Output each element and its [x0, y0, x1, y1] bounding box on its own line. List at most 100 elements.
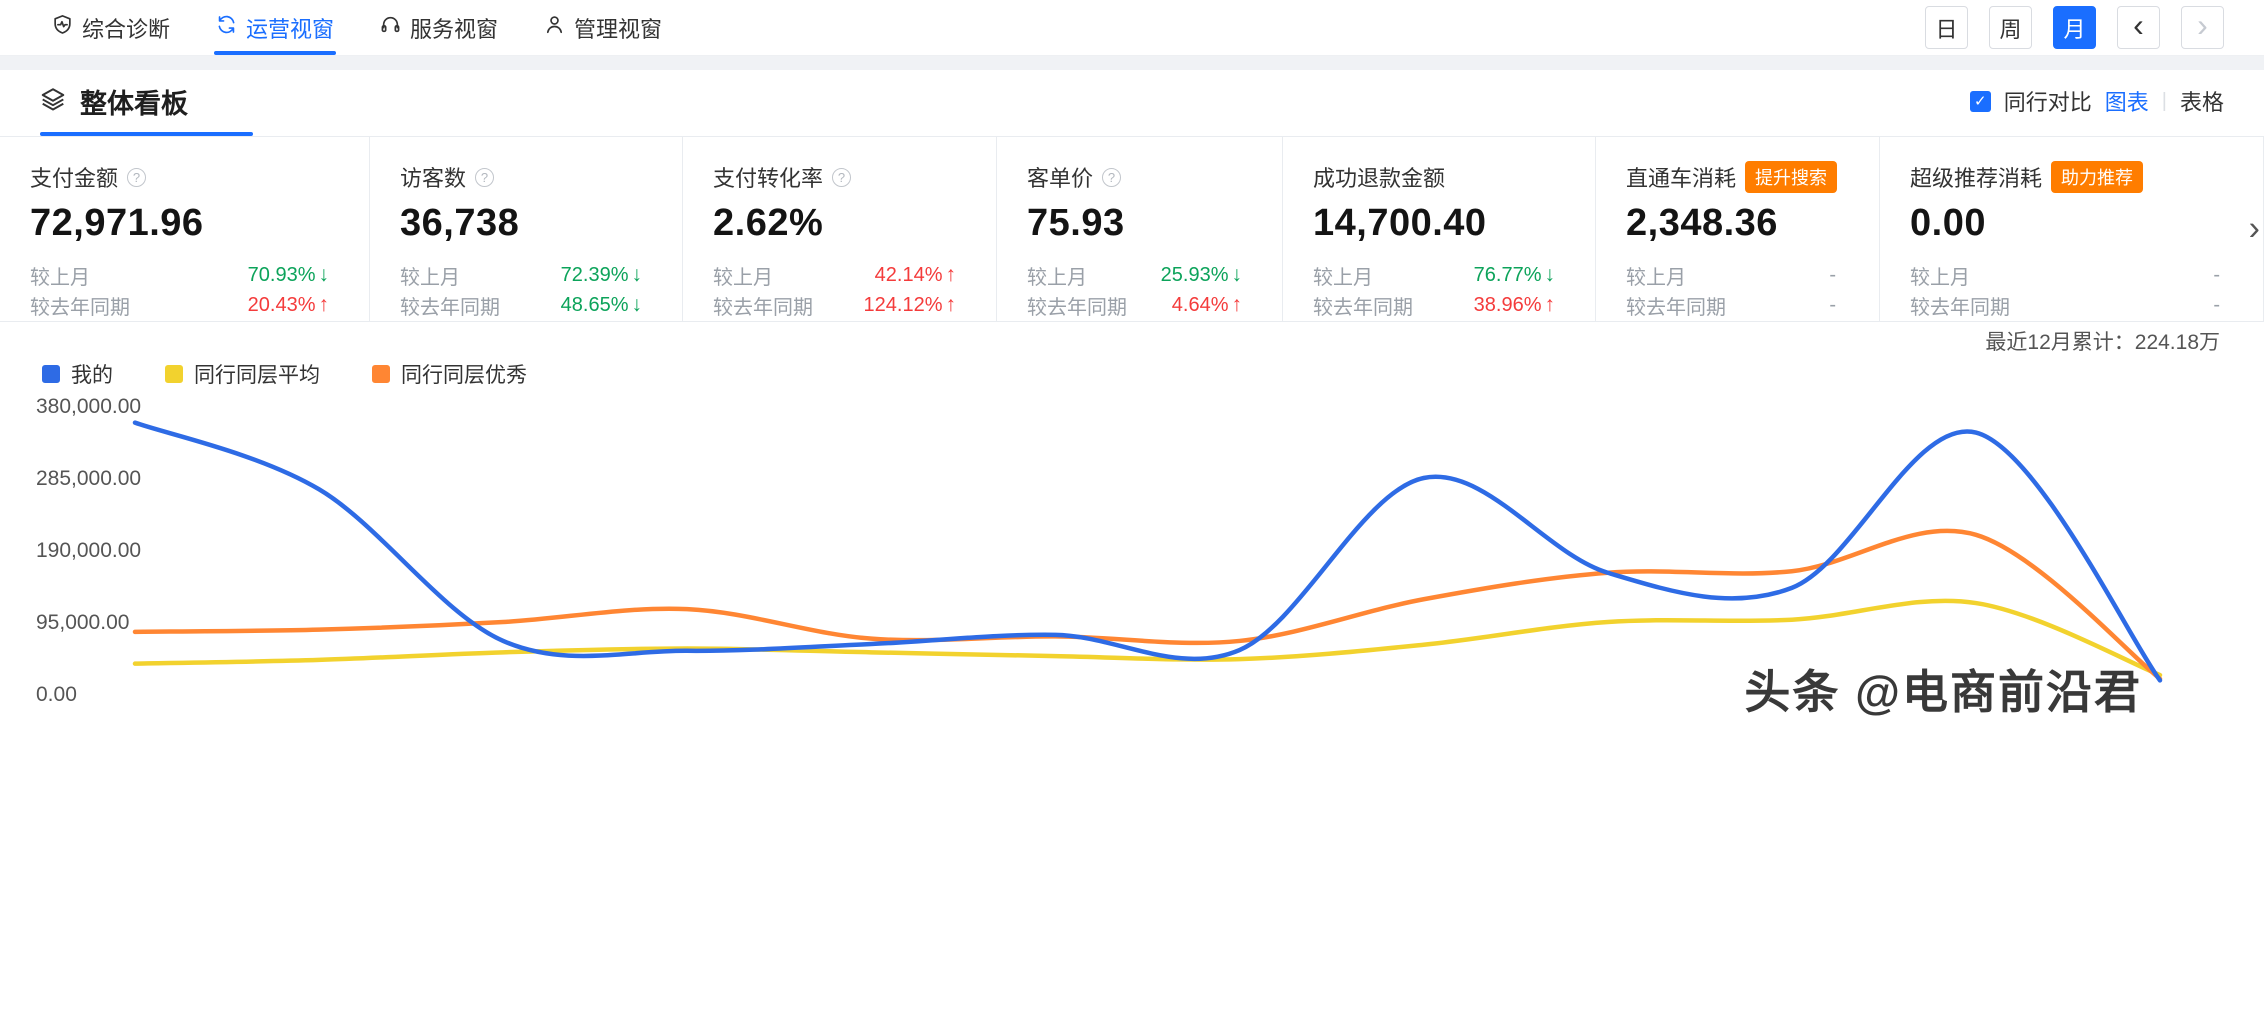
- yoy-value: 38.96% ↑: [1474, 293, 1555, 317]
- svg-text:190,000.00: 190,000.00: [36, 539, 141, 562]
- kpi-card-row: 支付金额 ? 72,971.96 较上月 70.93% ↓ 较去年同期 20.43…: [0, 136, 2264, 322]
- yoy-value: 4.64% ↑: [1172, 293, 1242, 317]
- kpi-title: 访客数: [400, 166, 467, 191]
- percent-value: 25.93%: [1160, 263, 1229, 286]
- yoy-label: 较去年同期: [1626, 296, 1726, 319]
- percent-value: 76.77%: [1473, 263, 1542, 286]
- svg-text:285,000.00: 285,000.00: [36, 467, 141, 490]
- yoy-label: 较去年同期: [30, 296, 130, 319]
- legend-item-mine[interactable]: 我的: [42, 359, 113, 389]
- info-icon[interactable]: ?: [127, 167, 147, 187]
- nav-tab-management[interactable]: 管理视窗: [544, 0, 662, 55]
- trend-arrow-icon: ↑: [1544, 293, 1556, 316]
- nav-tab-label: 服务视窗: [410, 16, 499, 42]
- prev-period-button[interactable]: ‹: [2117, 6, 2160, 49]
- percent-value: 72.39%: [560, 263, 629, 286]
- kpi-value: 2,348.36: [1626, 202, 1778, 244]
- period-month-button[interactable]: 月: [2053, 6, 2096, 49]
- nav-tab-operation[interactable]: 运营视窗: [214, 0, 337, 55]
- mom-value: 70.93% ↓: [248, 263, 329, 287]
- kpi-card-conversion-rate[interactable]: 支付转化率 ? 2.62% 较上月 42.14% ↑ 较去年同期 124.12% ↑: [683, 137, 997, 321]
- mom-value: -: [2213, 264, 2223, 287]
- legend-item-peer-excellent[interactable]: 同行同层优秀: [372, 359, 527, 389]
- mom-label: 较上月: [1027, 266, 1087, 289]
- cards-next-chevron-icon[interactable]: ›: [2248, 209, 2260, 248]
- kpi-title: 客单价: [1027, 166, 1094, 191]
- percent-value: 20.43%: [247, 293, 316, 316]
- mom-label: 较上月: [1626, 266, 1686, 289]
- svg-text:95,000.00: 95,000.00: [36, 611, 129, 634]
- kpi-value: 2.62%: [713, 202, 824, 244]
- cumulative-total-text: 最近12月累计：224.18万: [1985, 331, 2220, 354]
- kpi-card-avg-order-value[interactable]: 客单价 ? 75.93 较上月 25.93% ↓ 较去年同期 4.64% ↑: [997, 137, 1283, 321]
- mom-label: 较上月: [1313, 266, 1373, 289]
- board-header: 整体看板 ✓ 同行对比 图表 | 表格: [0, 70, 2264, 132]
- yoy-value: 48.65% ↓: [561, 293, 642, 317]
- legend-swatch: [372, 365, 390, 383]
- info-icon[interactable]: ?: [832, 167, 852, 187]
- table-view-toggle[interactable]: 表格: [2179, 90, 2224, 115]
- yoy-label: 较去年同期: [1027, 296, 1127, 319]
- nav-tabs: 综合诊断 运营视窗 服务视窗 管理视窗: [52, 0, 662, 55]
- layers-icon: [40, 86, 66, 117]
- kpi-card-super-recommend-cost[interactable]: 超级推荐消耗 助力推荐 0.00 较上月 - 较去年同期 -: [1880, 137, 2264, 321]
- mom-label: 较上月: [400, 266, 460, 289]
- mom-value: -: [1829, 264, 1839, 287]
- yoy-label: 较去年同期: [1910, 296, 2010, 319]
- legend-swatch: [42, 365, 60, 383]
- period-switcher: 日 周 月 ‹ ›: [1925, 6, 2224, 49]
- kpi-title: 支付金额: [30, 166, 119, 191]
- kpi-value: 36,738: [400, 202, 520, 244]
- chart-legend: 我的 同行同层平均 同行同层优秀: [0, 356, 2264, 392]
- trend-arrow-icon: ↓: [631, 263, 643, 286]
- trend-arrow-icon: ↓: [1231, 263, 1243, 286]
- trend-arrow-icon: ↓: [318, 263, 330, 286]
- chart-view-toggle[interactable]: 图表: [2104, 90, 2149, 115]
- yoy-value: 124.12% ↑: [864, 293, 956, 317]
- nav-tab-service[interactable]: 服务视窗: [380, 0, 498, 55]
- trend-line-chart[interactable]: 380,000.00 285,000.00 190,000.00 95,000.00 0…: [0, 392, 2264, 732]
- person-icon: [544, 14, 565, 41]
- svg-text:380,000.00: 380,000.00: [36, 395, 141, 418]
- section-divider: [0, 56, 2264, 70]
- kpi-card-visitors[interactable]: 访客数 ? 36,738 较上月 72.39% ↓ 较去年同期 48.65% ↓: [370, 137, 683, 321]
- trend-arrow-icon: ↓: [631, 293, 643, 316]
- next-period-button[interactable]: ›: [2181, 6, 2224, 49]
- nav-tab-label: 综合诊断: [82, 16, 171, 42]
- period-week-button[interactable]: 周: [1989, 6, 2032, 49]
- kpi-card-ztc-cost[interactable]: 直通车消耗 提升搜索 2,348.36 较上月 - 较去年同期 -: [1596, 137, 1880, 321]
- mom-label: 较上月: [713, 266, 773, 289]
- kpi-card-refund-amount[interactable]: 成功退款金额 14,700.40 较上月 76.77% ↓ 较去年同期 38.96…: [1283, 137, 1596, 321]
- peer-compare-checkbox[interactable]: ✓: [1969, 90, 1991, 112]
- kpi-title: 直通车消耗: [1626, 166, 1737, 191]
- legend-label: 同行同层平均: [194, 364, 320, 387]
- percent-value: 48.65%: [560, 293, 629, 316]
- trend-chart-area: 380,000.00 285,000.00 190,000.00 95,000.00 0…: [0, 392, 2264, 732]
- percent-value: 4.64%: [1171, 293, 1229, 316]
- nav-tab-diagnosis[interactable]: 综合诊断: [52, 0, 170, 55]
- kpi-card-payment-amount[interactable]: 支付金额 ? 72,971.96 较上月 70.93% ↓ 较去年同期 20.43…: [0, 137, 370, 321]
- trend-arrow-icon: ↓: [1544, 263, 1556, 286]
- chart-header: 最近12月累计：224.18万: [0, 322, 2264, 356]
- kpi-value: 0.00: [1910, 202, 1986, 244]
- mom-value: 25.93% ↓: [1161, 263, 1242, 287]
- info-icon[interactable]: ?: [475, 167, 495, 187]
- percent-value: 70.93%: [247, 263, 316, 286]
- active-tab-indicator: [40, 132, 253, 136]
- percent-value: -: [1829, 263, 1836, 286]
- kpi-value: 72,971.96: [30, 202, 204, 244]
- percent-value: -: [2213, 263, 2220, 286]
- trend-arrow-icon: ↑: [1231, 293, 1243, 316]
- info-icon[interactable]: ?: [1102, 167, 1122, 187]
- yoy-label: 较去年同期: [713, 296, 813, 319]
- percent-value: 124.12%: [863, 293, 943, 316]
- promo-badge[interactable]: 助力推荐: [2051, 161, 2144, 193]
- legend-label: 我的: [71, 364, 113, 387]
- kpi-title: 支付转化率: [713, 166, 824, 191]
- top-nav: 综合诊断 运营视窗 服务视窗 管理视窗 日: [0, 0, 2264, 56]
- promo-badge[interactable]: 提升搜索: [1745, 161, 1838, 193]
- yoy-value: -: [2213, 294, 2223, 317]
- legend-item-peer-average[interactable]: 同行同层平均: [165, 359, 320, 389]
- period-day-button[interactable]: 日: [1925, 6, 1968, 49]
